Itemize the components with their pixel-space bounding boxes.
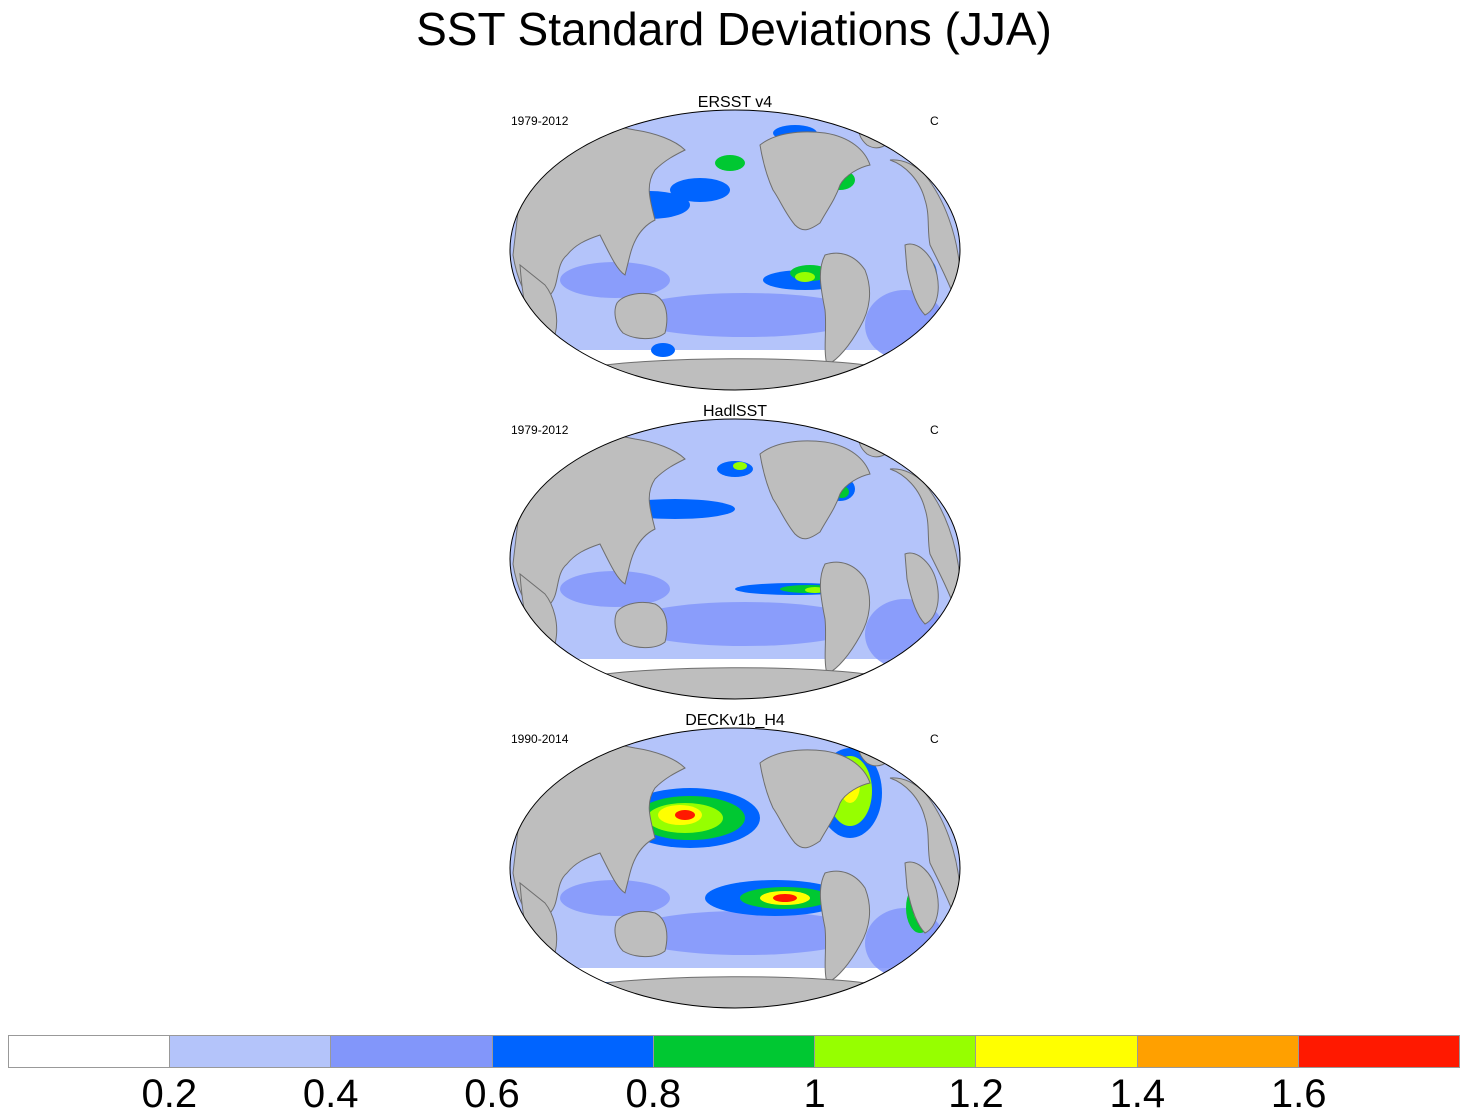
land-mass (819, 252, 871, 366)
land-mass (759, 131, 871, 231)
land-mass (904, 552, 939, 625)
variance-contour (651, 343, 675, 357)
variance-patch (625, 293, 865, 337)
colorbar-swatch (653, 1036, 816, 1067)
variance-contour (715, 155, 745, 171)
colorbar (8, 1035, 1460, 1068)
colorbar-swatch (976, 1036, 1138, 1067)
variance-patch (560, 262, 670, 298)
variance-patch (625, 602, 865, 646)
panel-title: HadlSST (702, 403, 768, 420)
panel-title: ERSST v4 (697, 94, 773, 111)
variance-patch (560, 880, 670, 916)
land-mass (904, 861, 939, 934)
colorbar-tick-label: 0.8 (625, 1072, 682, 1116)
land-mass (759, 749, 871, 849)
panel-period: 1990-2014 (511, 732, 569, 746)
map-outline (509, 727, 961, 1009)
land-mass (512, 743, 686, 924)
colorbar-swatch (170, 1036, 332, 1067)
panel-units: C (930, 732, 939, 746)
colorbar-tick-label: 1.2 (948, 1072, 1004, 1116)
colorbar-swatch (1298, 1036, 1459, 1067)
map-outline (509, 109, 961, 391)
land-mass (512, 125, 686, 306)
figure-title: SST Standard Deviations (JJA) (416, 3, 1052, 55)
colorbar-swatch (492, 1036, 654, 1067)
land-mass (819, 561, 871, 675)
land-mass (512, 434, 686, 615)
map-panel-deck: DECKv1b_H4 1990-2014 C (505, 712, 965, 1013)
variance-contour (795, 272, 815, 282)
colorbar-tick-label: 1.6 (1270, 1072, 1327, 1116)
map-panel-ersst: ERSST v4 1979-2012 C (505, 94, 965, 395)
variance-contour (670, 178, 730, 202)
panel-units: C (930, 114, 939, 128)
colorbar-tick-label: 0.2 (141, 1072, 198, 1116)
colorbar-swatch (815, 1036, 977, 1067)
map-outline (509, 418, 961, 700)
panel-period: 1979-2012 (511, 114, 569, 128)
land-mass (904, 243, 939, 316)
panel-period: 1979-2012 (511, 423, 569, 437)
world-map-icon (509, 109, 961, 391)
land-mass (614, 601, 668, 649)
colorbar-swatch (331, 1036, 493, 1067)
colorbar-tick-label: 0.4 (302, 1072, 359, 1116)
variance-contour (733, 462, 747, 470)
land-mass (759, 440, 871, 540)
colorbar-swatch (1137, 1036, 1299, 1067)
colorbar-tick-label: 1.4 (1109, 1072, 1166, 1116)
colorbar-swatch (9, 1036, 171, 1067)
variance-patch (560, 571, 670, 607)
land-mass (614, 910, 668, 958)
world-map-icon (509, 418, 961, 700)
panel-title: DECKv1b_H4 (685, 712, 785, 729)
variance-contour (675, 810, 695, 820)
map-panel-hadisst: HadlSST 1979-2012 C (505, 403, 965, 704)
colorbar-tick-label: 0.6 (464, 1072, 520, 1116)
land-mass (819, 870, 871, 984)
world-map-icon (509, 727, 961, 1009)
colorbar-tick-label: 1 (803, 1072, 826, 1116)
variance-patch (625, 911, 865, 955)
land-mass (614, 292, 668, 340)
panel-units: C (930, 423, 939, 437)
variance-contour (773, 894, 797, 902)
